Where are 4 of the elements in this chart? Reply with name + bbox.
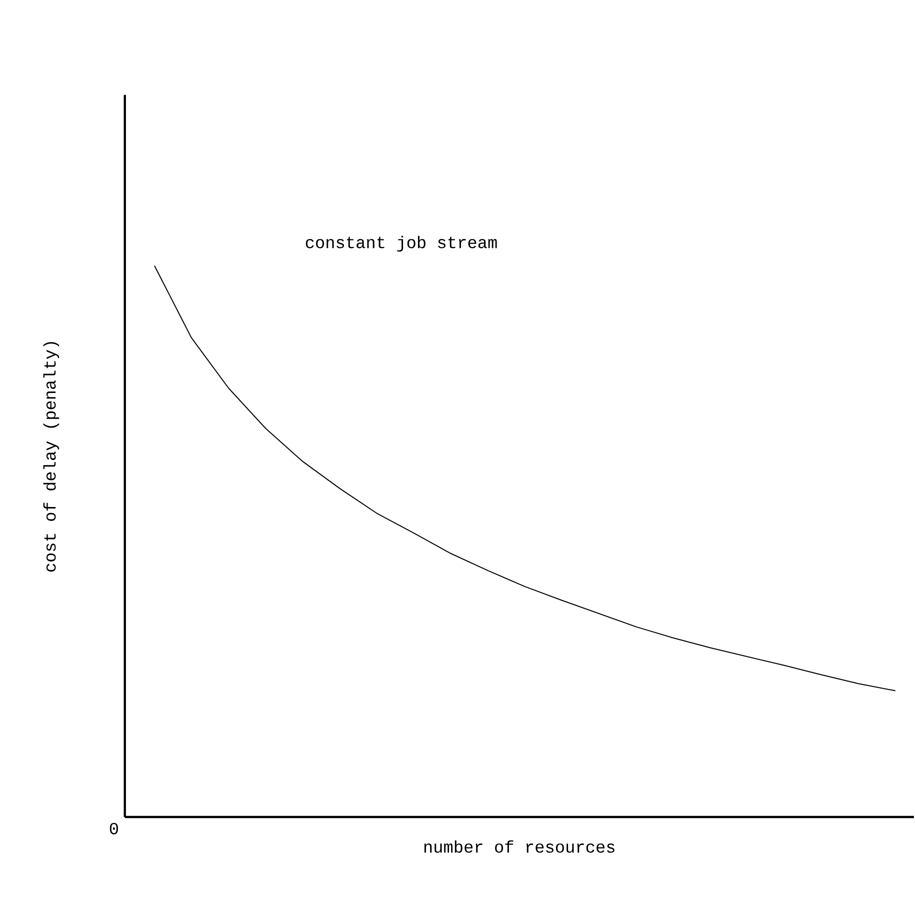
x-axis-title: number of resources [424,840,614,853]
y-axis-title: cost of delay (penalty) [43,342,60,572]
text: constant job stream [306,236,497,252]
text: 0 [110,822,118,834]
